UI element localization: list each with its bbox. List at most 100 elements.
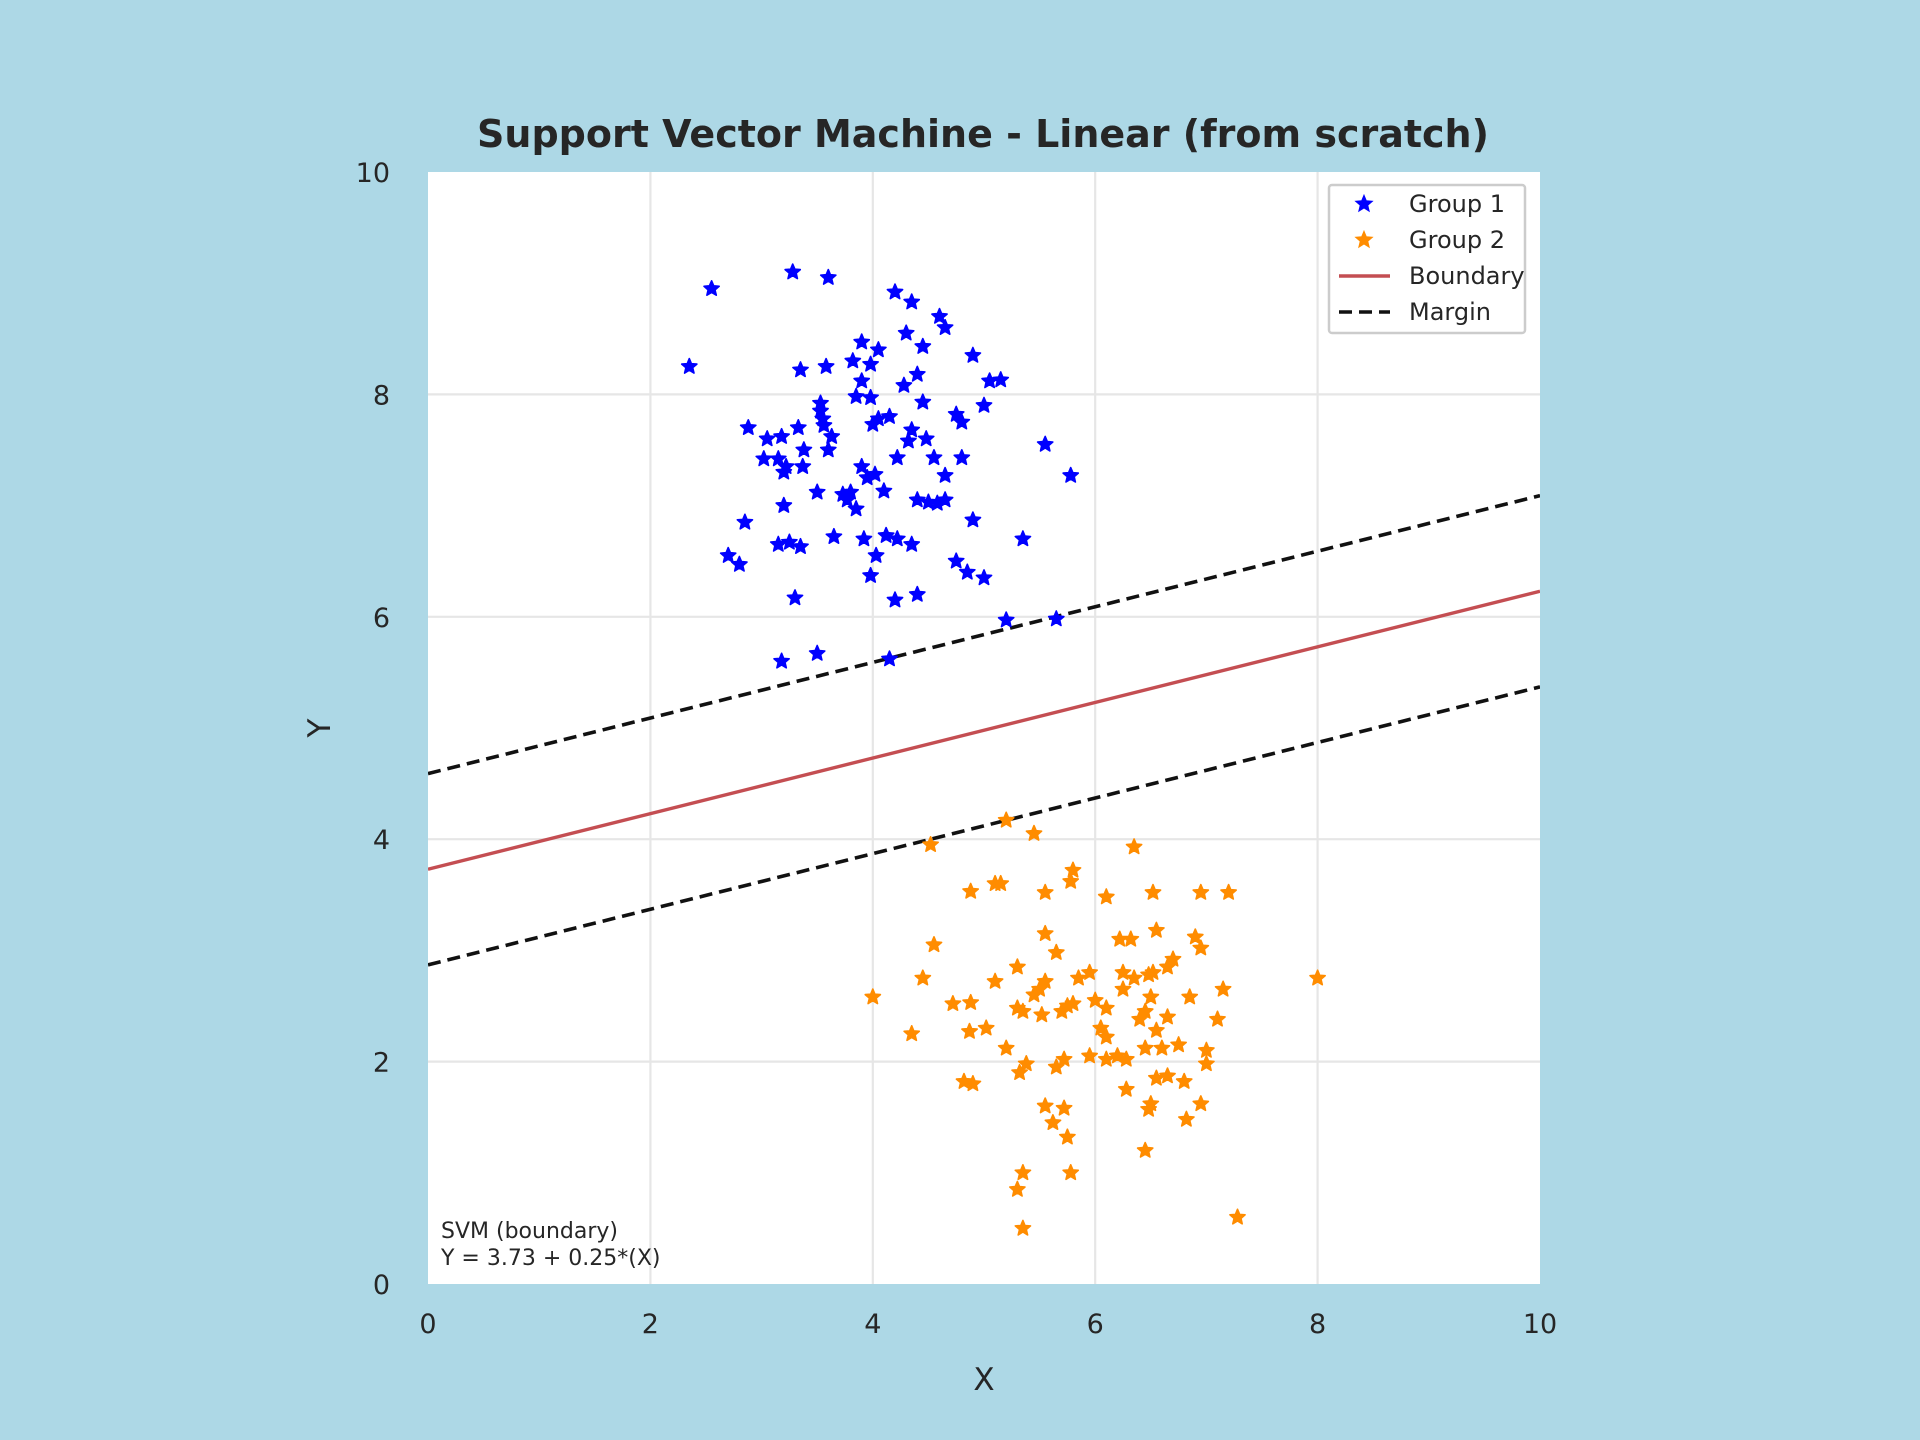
annotation-line-1: SVM (boundary) <box>441 1219 618 1244</box>
point-group-2 <box>1064 861 1082 878</box>
data-points <box>680 263 1326 1236</box>
point-group-1 <box>792 537 809 555</box>
point-group-1 <box>903 293 921 310</box>
x-tick-labels: 0 2 4 6 8 10 <box>419 1309 1557 1340</box>
x-axis-label: X <box>973 1362 994 1398</box>
point-group-2 <box>1198 1041 1215 1058</box>
point-group-1 <box>769 535 787 552</box>
point-group-1 <box>730 555 748 572</box>
point-group-1 <box>862 388 880 406</box>
y-tick-label: 0 <box>373 1270 390 1301</box>
point-group-1 <box>769 450 787 467</box>
point-group-1 <box>914 337 932 354</box>
point-group-1 <box>858 468 876 486</box>
point-group-2 <box>1014 1002 1032 1019</box>
y-axis-label: Y <box>302 718 338 738</box>
point-group-2 <box>1033 1006 1051 1023</box>
point-group-1 <box>869 341 887 358</box>
chart-title: Support Vector Machine - Linear (from sc… <box>477 112 1489 156</box>
point-group-1 <box>773 652 791 669</box>
point-group-1 <box>792 361 809 378</box>
point-group-1 <box>867 546 885 563</box>
boundary-line <box>428 589 1540 871</box>
point-group-2 <box>1186 928 1204 945</box>
point-group-1 <box>895 376 913 393</box>
point-group-1 <box>758 430 776 447</box>
point-group-2 <box>914 969 932 986</box>
point-group-1 <box>795 441 813 458</box>
point-group-2 <box>1062 1164 1080 1181</box>
point-group-2 <box>944 994 962 1012</box>
point-group-1 <box>936 491 954 508</box>
point-group-1 <box>862 566 880 583</box>
point-group-1 <box>936 318 954 336</box>
point-group-1 <box>864 415 882 432</box>
point-group-1 <box>847 500 865 517</box>
point-group-1 <box>899 432 917 449</box>
point-group-1 <box>736 513 754 530</box>
point-group-1 <box>958 563 976 580</box>
point-group-1 <box>953 413 971 430</box>
point-group-1 <box>1047 610 1065 627</box>
point-group-2 <box>1178 1110 1195 1127</box>
point-group-1 <box>964 511 982 528</box>
point-group-1 <box>844 352 862 369</box>
point-group-2 <box>1136 1039 1154 1056</box>
point-group-2 <box>864 988 882 1005</box>
point-group-2 <box>986 972 1004 989</box>
point-group-2 <box>1008 958 1026 975</box>
point-group-1 <box>773 427 791 444</box>
point-group-1 <box>794 457 812 475</box>
point-group-2 <box>1192 1095 1210 1112</box>
point-group-2 <box>1097 1028 1115 1045</box>
point-group-2 <box>1214 980 1232 997</box>
decision-lines <box>428 493 1540 967</box>
point-group-2 <box>977 1019 995 1036</box>
point-group-1 <box>815 416 833 433</box>
plot-area <box>428 172 1540 1284</box>
point-group-2 <box>1117 1050 1135 1067</box>
point-group-1 <box>881 407 898 424</box>
point-group-1 <box>877 526 895 543</box>
legend: Group 1 Group 2 Boundary Margin <box>1327 183 1527 335</box>
point-group-1 <box>886 591 904 608</box>
y-tick-label: 8 <box>373 380 390 411</box>
point-group-1 <box>897 324 915 341</box>
point-group-1 <box>881 650 898 667</box>
point-group-2 <box>1092 1019 1110 1036</box>
point-group-2 <box>992 874 1010 892</box>
legend-marker <box>1354 193 1374 213</box>
point-group-1 <box>953 448 971 466</box>
point-group-1 <box>886 283 904 300</box>
point-group-1 <box>680 357 698 374</box>
point-group-1 <box>925 448 943 466</box>
point-group-1 <box>739 418 757 436</box>
point-group-2 <box>1025 824 1043 841</box>
point-group-1 <box>847 387 865 404</box>
point-group-1 <box>997 611 1015 628</box>
point-group-2 <box>1055 1099 1073 1116</box>
point-group-2 <box>1209 1010 1226 1027</box>
point-group-1 <box>888 530 906 547</box>
point-group-1 <box>808 644 826 661</box>
point-group-2 <box>1125 969 1143 986</box>
point-group-2 <box>1086 991 1104 1008</box>
point-group-2 <box>1181 988 1199 1005</box>
point-group-2 <box>1025 986 1043 1003</box>
point-group-1 <box>823 427 841 444</box>
point-group-2 <box>1142 988 1160 1005</box>
point-group-2 <box>1097 999 1115 1016</box>
y-tick-label: 6 <box>373 603 390 634</box>
point-group-2 <box>1220 883 1237 900</box>
y-tick-labels: 0 2 4 6 8 10 <box>356 158 390 1301</box>
legend-label: Group 2 <box>1409 226 1505 254</box>
point-group-2 <box>1198 1055 1215 1072</box>
point-group-1 <box>703 279 721 297</box>
point-group-1 <box>1062 466 1080 483</box>
point-group-1 <box>784 263 802 280</box>
point-group-2 <box>1125 838 1143 855</box>
point-group-2 <box>997 1039 1015 1056</box>
point-group-1 <box>775 496 793 513</box>
point-group-2 <box>1229 1208 1246 1225</box>
